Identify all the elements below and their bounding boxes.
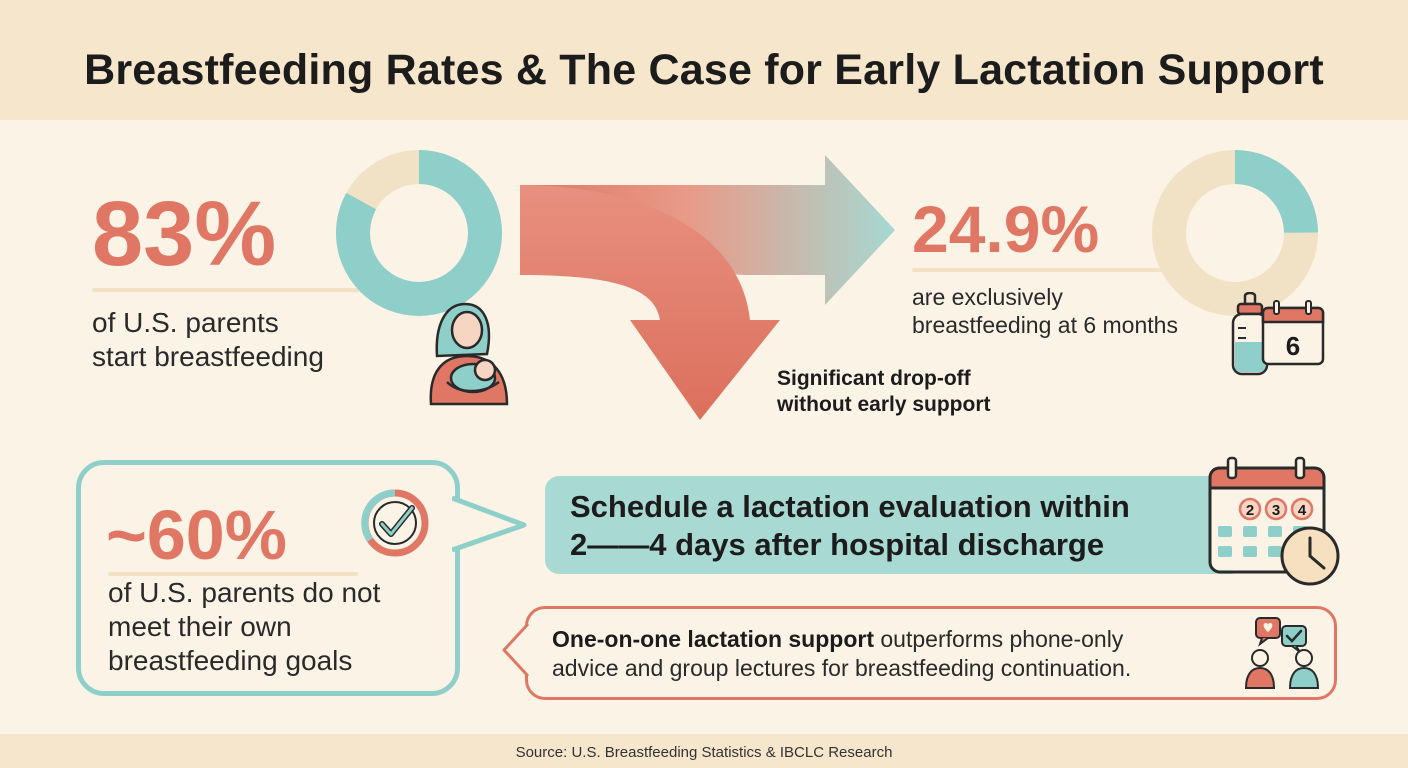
- start-rate-line2: start breastfeeding: [92, 340, 324, 372]
- goals-rate-line2: meet their own: [108, 611, 292, 643]
- start-rate-line1: of U.S. parents: [92, 307, 279, 338]
- support-text: One-on-one lactation support outperforms…: [552, 625, 1242, 683]
- page-title: Breastfeeding Rates & The Case for Early…: [84, 46, 1324, 94]
- source-note: Source: U.S. Breastfeeding Statistics & …: [515, 744, 893, 761]
- exclusive-rate-divider: [912, 268, 1162, 272]
- exclusive-rate-line2: breastfeeding at 6 months: [912, 311, 1178, 338]
- drop-off-line2: without early support: [777, 393, 991, 417]
- start-rate-value: 83%: [92, 183, 277, 285]
- calendar-six-icon: 6: [1261, 300, 1325, 366]
- goals-rate-value: ~60%: [106, 496, 287, 574]
- calendar-day-4: 4: [1298, 502, 1307, 519]
- calendar-day-2: 2: [1246, 502, 1254, 519]
- calendar-number: 6: [1286, 331, 1300, 361]
- exclusive-rate-donut-fill: [1152, 150, 1318, 316]
- header-band: [0, 0, 1408, 120]
- goals-rate-description: of U.S. parents do not meet their own br…: [108, 576, 380, 678]
- start-rate-donut-fill: [336, 150, 502, 316]
- schedule-line2: 2——4 days after hospital discharge: [570, 527, 1105, 563]
- schedule-line1: Schedule a lactation evaluation within: [570, 489, 1130, 524]
- drop-off-line1: Significant drop-off: [777, 367, 971, 390]
- support-callout: [525, 606, 1337, 700]
- goals-rate-divider: [108, 572, 358, 576]
- goals-rate-line3: breastfeeding goals: [108, 645, 353, 677]
- goals-rate-line1: of U.S. parents do not: [108, 577, 381, 608]
- start-rate-donut: [336, 150, 502, 316]
- start-rate-description: of U.S. parents start breastfeeding: [92, 306, 324, 373]
- check-badge-icon: [361, 489, 429, 557]
- support-bold-text: One-on-one lactation support: [552, 626, 874, 652]
- footer-band: [0, 734, 1408, 768]
- schedule-banner: [545, 476, 1245, 574]
- exclusive-rate-line1: are exclusively: [912, 284, 1063, 310]
- drop-off-label: Significant drop-off without early suppo…: [777, 366, 1057, 419]
- conversation-people-icon: [1244, 617, 1320, 689]
- breastfeeding-parent-icon: [429, 302, 509, 406]
- schedule-text: Schedule a lactation evaluation within 2…: [570, 488, 1210, 565]
- exclusive-rate-value: 24.9%: [912, 192, 1100, 266]
- support-line1: One-on-one lactation support outperforms…: [552, 625, 1242, 654]
- support-rest-text: outperforms phone-only: [874, 626, 1124, 652]
- baby-bottle-icon: [1231, 292, 1269, 376]
- calendar-clock-icon: 2 3 4: [1208, 456, 1340, 586]
- drop-off-arrow: [520, 155, 895, 420]
- exclusive-rate-donut: [1152, 150, 1318, 316]
- exclusive-rate-description: are exclusively breastfeeding at 6 month…: [912, 284, 1178, 339]
- goals-bubble-tail: [452, 495, 527, 553]
- goals-speech-bubble: [76, 460, 460, 696]
- start-rate-divider: [92, 288, 392, 292]
- support-callout-tail: [502, 622, 530, 678]
- calendar-day-3: 3: [1272, 502, 1280, 519]
- support-line2: advice and group lectures for breastfeed…: [552, 654, 1132, 681]
